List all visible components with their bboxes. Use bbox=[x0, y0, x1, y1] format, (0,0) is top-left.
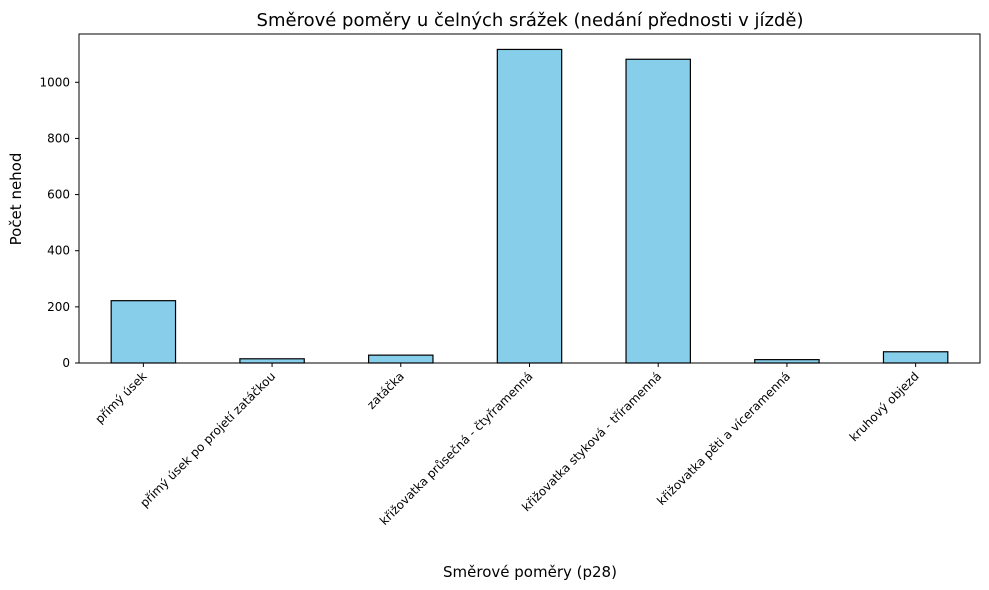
x-tick-label: kruhový objezd bbox=[847, 369, 922, 444]
y-axis-label: Počet nehod bbox=[7, 153, 25, 246]
plot-area bbox=[78, 33, 981, 364]
y-axis: 0 200 400 600 800 1000 bbox=[39, 75, 79, 370]
x-tick-label: křižovatka styková - tříramenná bbox=[519, 369, 664, 514]
bar-3 bbox=[368, 354, 434, 364]
y-tick-label: 1000 bbox=[39, 75, 70, 89]
y-tick-label: 400 bbox=[47, 244, 70, 258]
x-tick-label: zatáčka bbox=[364, 369, 407, 412]
bar-4 bbox=[496, 48, 563, 364]
x-tick-label: přímý úsek bbox=[92, 369, 149, 426]
y-tick-label: 600 bbox=[47, 188, 70, 202]
x-tick-label: křižovatka pěti a víceramenná bbox=[654, 369, 793, 508]
bar-2 bbox=[239, 358, 305, 364]
bar-5 bbox=[625, 58, 691, 364]
x-tick-label: přímý úsek po projetí zatáčkou bbox=[137, 369, 278, 510]
bar-1 bbox=[110, 300, 177, 364]
chart-title: Směrové poměry u čelných srážek (nedání … bbox=[257, 10, 804, 31]
x-tick-label: křižovatka průsečná - čtyřramenná bbox=[377, 369, 536, 528]
y-tick-label: 200 bbox=[47, 300, 70, 314]
y-tick-label: 0 bbox=[62, 356, 70, 370]
bar-6 bbox=[754, 359, 820, 364]
y-tick-label: 800 bbox=[47, 131, 70, 145]
x-axis-label: Směrové poměry (p28) bbox=[443, 563, 617, 581]
bar-7 bbox=[882, 351, 949, 364]
